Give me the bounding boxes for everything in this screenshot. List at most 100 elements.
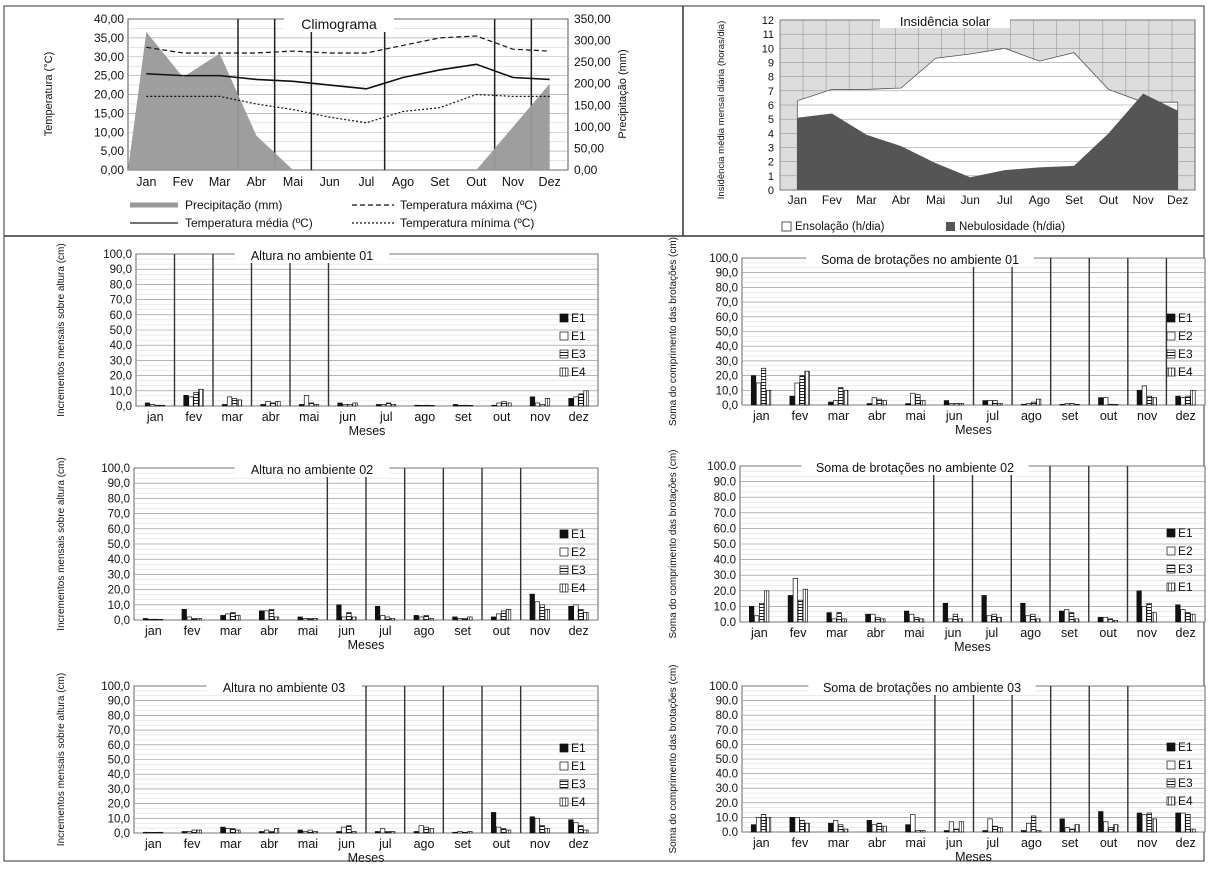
sprouts-01-bar	[1036, 398, 1042, 406]
height-02-bar	[534, 601, 540, 621]
height-01-xtick-label: fev	[185, 410, 202, 424]
legend-label: E2	[1178, 544, 1193, 558]
legend-swatch	[1166, 760, 1176, 770]
height-02-xtick-label: nov	[530, 624, 551, 638]
insolation-ytick-label: 8	[768, 72, 774, 84]
height-03-bar	[268, 831, 275, 834]
insolation-ytick-label: 3	[768, 143, 774, 155]
sprouts-03-bar	[755, 817, 762, 833]
height-02-bar	[418, 616, 424, 621]
height-02-xtick-label: mar	[220, 624, 242, 638]
insolation-xtick-label: Abr	[892, 193, 911, 207]
height-02-bar	[379, 615, 386, 621]
height-01-bar	[390, 404, 397, 407]
height-01-xtick-label: dez	[569, 410, 589, 424]
legend-label: E2	[1178, 329, 1193, 343]
height-02-bar	[258, 610, 265, 621]
climogram-y2tick-label: 100,00	[574, 120, 611, 134]
height-02-bar	[196, 618, 202, 621]
sprouts-02-xtick-label: fev	[790, 626, 807, 640]
insolation-ytick-label: 11	[763, 29, 774, 41]
sprouts-01-bar	[1031, 401, 1037, 406]
height-03-bar	[462, 831, 468, 834]
height-03-bar	[490, 812, 497, 834]
legend-label: Precipitação (mm)	[185, 198, 282, 212]
height-03-ytick-label: 0,0	[114, 828, 130, 840]
sprouts-01-bar	[1064, 403, 1070, 406]
legend-swatch	[1166, 367, 1176, 377]
height-01-ytick-label: 90,0	[110, 264, 132, 276]
sprouts-02-bar	[952, 613, 958, 623]
sprouts-01-bar	[871, 397, 877, 406]
legend-swatch	[1166, 582, 1176, 592]
climogram-ytick-label: 20,00	[94, 88, 124, 102]
sprouts-02-bar	[1146, 602, 1152, 623]
height-03-bar	[467, 831, 473, 834]
legend-swatch-sunshine	[781, 221, 792, 232]
legend-label: E1	[1178, 580, 1193, 594]
height-02-xtick-label: abr	[260, 624, 278, 638]
height-01-bar	[385, 402, 392, 407]
sprouts-03-ytick-label: 50.0	[716, 754, 738, 766]
height-03-xtick-label: jul	[378, 837, 392, 851]
legend-swatch	[559, 583, 569, 593]
sprouts-01-bar	[760, 367, 767, 406]
insolation-ytick-label: 10	[762, 43, 774, 55]
insolation-ytick-label: 1	[768, 171, 774, 183]
height-03-bar	[258, 831, 265, 834]
sprouts-03-bar	[1026, 822, 1032, 833]
climogram-ytick-label: 25,00	[94, 69, 124, 83]
sprouts-03-xtick-label: mai	[906, 836, 926, 850]
insolation-xtick-label: Out	[1099, 193, 1119, 207]
height-01-ytick-label: 50,0	[110, 325, 132, 337]
sprouts-01-bar	[1021, 403, 1027, 406]
height-03-xtick-label: mar	[220, 837, 242, 851]
legend-swatch	[1166, 528, 1176, 538]
sprouts-03-ytick-label: 90.0	[716, 696, 738, 708]
sprouts-02-ytick-label: 70.0	[714, 508, 736, 520]
insolation-xtick-label: Jun	[961, 193, 980, 207]
height-02-bar	[389, 618, 396, 621]
sprouts-03-xtick-label: jun	[945, 836, 963, 850]
climogram-y2tick-label: 150,00	[574, 98, 611, 112]
height-01-bar	[342, 404, 348, 407]
height-01-ytick-label: 10,0	[110, 386, 132, 398]
legend-label: E4	[1178, 365, 1193, 379]
height-01-bar	[275, 401, 281, 407]
height-02-ytick-label: 70,0	[108, 509, 130, 521]
height-01-xtick-label: nov	[530, 410, 551, 424]
height-03-xtick-label: jun	[337, 837, 355, 851]
climogram-y2tick-label: 350,00	[574, 12, 611, 26]
sprouts-01-ytick-label: 70,0	[716, 297, 738, 309]
sprouts-01-bar	[1098, 397, 1104, 406]
sprouts-01-bar	[1151, 397, 1157, 406]
height-03-bar	[220, 826, 226, 834]
sprouts-02-bar	[1141, 606, 1147, 623]
legend-label: E3	[571, 347, 586, 361]
height-03-bar	[191, 829, 197, 834]
sprouts-03-bar	[1103, 821, 1109, 833]
height-03-ytick-label: 10,0	[108, 813, 130, 825]
legend-swatch	[559, 313, 569, 323]
sprouts-02-bar	[797, 599, 803, 623]
sprouts-02-bar	[904, 610, 910, 623]
legend-swatch	[559, 761, 569, 771]
sprouts-01-xtick-label: mai	[906, 409, 926, 423]
height-03-ytick-label: 60,0	[108, 740, 130, 752]
sprouts-02-xtick-label: jan	[750, 626, 768, 640]
sprouts-01-bar	[982, 400, 988, 406]
climogram-y2tick-label: 0,00	[574, 163, 598, 177]
sprouts-02-xtick-label: dez	[1176, 626, 1196, 640]
sprouts-03-xtick-label: nov	[1137, 836, 1158, 850]
sprouts-03-bar	[843, 828, 849, 833]
sprouts-03-xtick-label: fev	[792, 836, 809, 850]
height-03-bar	[225, 828, 231, 834]
height-02-legend: E1 E2 E3 E4	[559, 527, 586, 595]
height-01-bar	[231, 398, 238, 407]
sprouts-02-title: Soma de brotações no ambiente 02	[816, 461, 1014, 475]
sprouts-03-bar	[920, 830, 926, 833]
legend-swatch	[1166, 331, 1176, 341]
insolation-xtick-label: Nov	[1132, 193, 1153, 207]
height-02-xtick-label: jul	[378, 624, 392, 638]
sprouts-03-bar	[1108, 827, 1114, 833]
